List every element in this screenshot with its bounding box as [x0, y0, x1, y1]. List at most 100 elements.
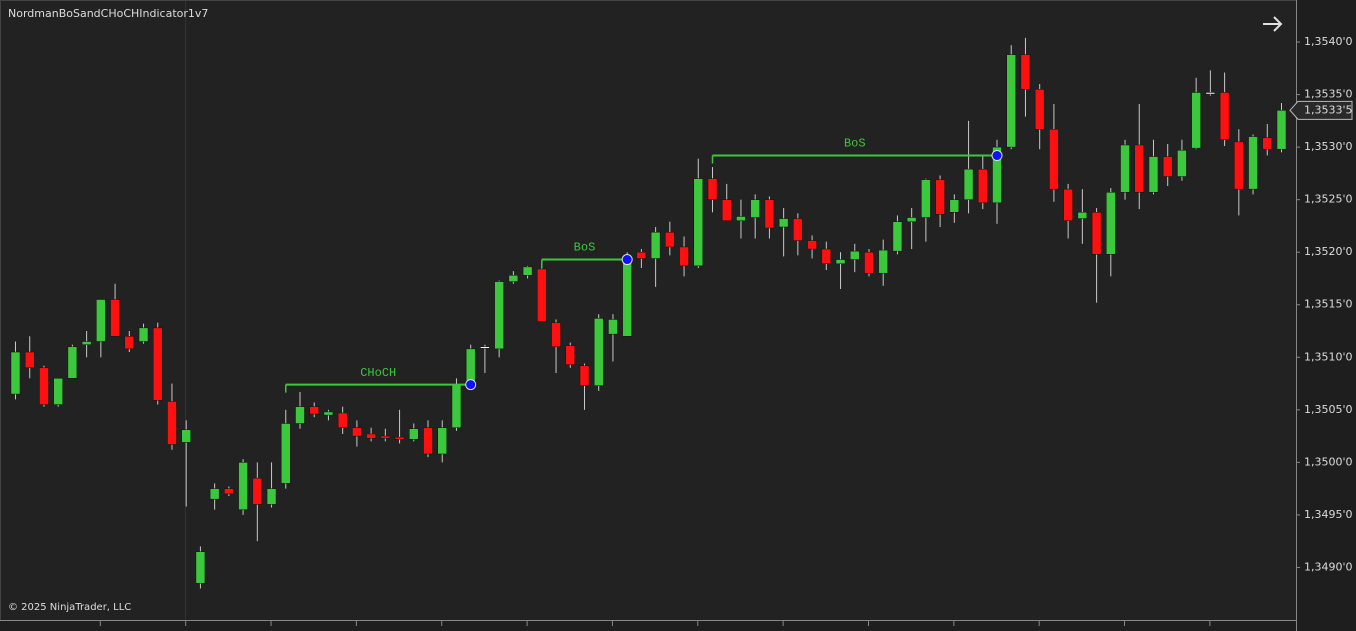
- candle-body: [281, 423, 291, 484]
- candle-body: [878, 249, 888, 274]
- candle-body: [537, 268, 547, 322]
- candle-body: [224, 488, 234, 495]
- candle-body: [1091, 212, 1102, 255]
- y-tick-label: 1,3520'0: [1304, 245, 1353, 258]
- structure-label: BoS: [574, 241, 596, 255]
- candle-body: [110, 299, 120, 337]
- candle-body: [750, 199, 760, 218]
- candle-body: [963, 168, 974, 200]
- candle-body: [252, 477, 263, 505]
- candle-body: [707, 178, 718, 200]
- copyright: © 2025 NinjaTrader, LLC: [8, 602, 131, 613]
- candle-body: [864, 251, 874, 274]
- candle-body: [181, 429, 191, 443]
- candle-body: [494, 281, 504, 350]
- y-tick-label: 1,3540'0: [1304, 35, 1353, 48]
- candle-body: [935, 179, 945, 215]
- candle-body: [81, 341, 92, 345]
- candle-body: [1034, 89, 1045, 130]
- candle-body: [124, 336, 135, 350]
- y-tick-label: 1,3500'0: [1304, 455, 1353, 468]
- candle-body: [992, 146, 1002, 204]
- candle-body: [650, 231, 661, 259]
- candle-body: [1276, 110, 1287, 150]
- candle-body: [679, 246, 689, 267]
- candle-body: [921, 179, 931, 218]
- candle-body: [1120, 144, 1130, 193]
- candle-body: [636, 251, 647, 259]
- candle-body: [793, 218, 803, 241]
- candle-body: [10, 351, 21, 395]
- candle-body: [949, 199, 960, 213]
- candle-body: [67, 346, 78, 379]
- candle-body: [1205, 92, 1216, 95]
- candle-body: [295, 406, 305, 424]
- candle-body: [693, 178, 704, 267]
- candle-body: [665, 231, 675, 248]
- y-tick-label: 1,3515'0: [1304, 298, 1353, 311]
- last-price-label: 1,3533'5: [1304, 103, 1353, 116]
- candle-body: [565, 345, 576, 365]
- candle-body: [1234, 141, 1244, 190]
- candle-body: [1248, 136, 1258, 190]
- candle-body: [138, 327, 149, 342]
- candle-body: [850, 250, 860, 260]
- candle-body: [337, 412, 348, 428]
- candle-body: [437, 427, 447, 455]
- candle-body: [195, 551, 206, 584]
- y-tick-label: 1,3490'0: [1304, 560, 1353, 573]
- candle-body: [778, 218, 789, 228]
- candle-body: [39, 367, 49, 405]
- candle-body: [1020, 54, 1031, 90]
- structure-label: BoS: [844, 137, 866, 151]
- candle-body: [551, 322, 561, 348]
- candle-body: [1219, 92, 1230, 141]
- candle-body: [380, 435, 391, 439]
- candle-body: [1049, 129, 1059, 190]
- y-tick-label: 1,3530'0: [1304, 140, 1353, 153]
- candle-body: [807, 240, 817, 250]
- y-tick-label: 1,3535'0: [1304, 88, 1353, 101]
- candle-body: [209, 488, 220, 500]
- candle-body: [764, 199, 775, 229]
- y-tick-label: 1,3505'0: [1304, 403, 1353, 416]
- candle-body: [394, 436, 405, 440]
- candle-body: [906, 217, 917, 222]
- candle-body: [608, 319, 618, 335]
- structure-label: CHoCH: [360, 366, 396, 380]
- candle-body: [423, 427, 433, 455]
- candle-body: [1006, 54, 1016, 148]
- candle-body: [1162, 156, 1173, 177]
- indicator-title: NordmanBoSandCHoCHIndicator1v7: [8, 7, 208, 20]
- break-point: [465, 379, 477, 391]
- candle-body: [508, 275, 519, 282]
- arrow-button[interactable]: [1263, 16, 1283, 32]
- candle-body: [593, 318, 604, 386]
- y-tick-label: 1,3510'0: [1304, 350, 1353, 363]
- candle-body: [1177, 150, 1187, 177]
- candle-body: [480, 346, 490, 349]
- candle-body: [238, 462, 248, 510]
- candle-body: [622, 259, 632, 337]
- candle-body: [152, 327, 163, 401]
- y-tick-label: 1,3525'0: [1304, 193, 1353, 206]
- candle-body: [1106, 192, 1116, 255]
- candle-body: [1077, 212, 1088, 219]
- candle-body: [323, 411, 334, 416]
- candle-body: [821, 248, 832, 265]
- candle-body: [53, 378, 63, 405]
- candle-body: [1148, 156, 1159, 193]
- candle-body: [835, 259, 846, 265]
- y-tick-label: 1,3495'0: [1304, 508, 1353, 521]
- candle-body: [352, 427, 362, 437]
- candle-body: [1063, 188, 1073, 221]
- candle-body: [266, 488, 277, 505]
- candle-body: [1262, 137, 1273, 150]
- candle-body: [892, 221, 903, 252]
- break-point: [991, 150, 1003, 162]
- candle-body: [409, 428, 419, 440]
- last-price-marker: [1289, 100, 1353, 120]
- candle-body: [522, 266, 533, 276]
- candle-body: [309, 406, 319, 415]
